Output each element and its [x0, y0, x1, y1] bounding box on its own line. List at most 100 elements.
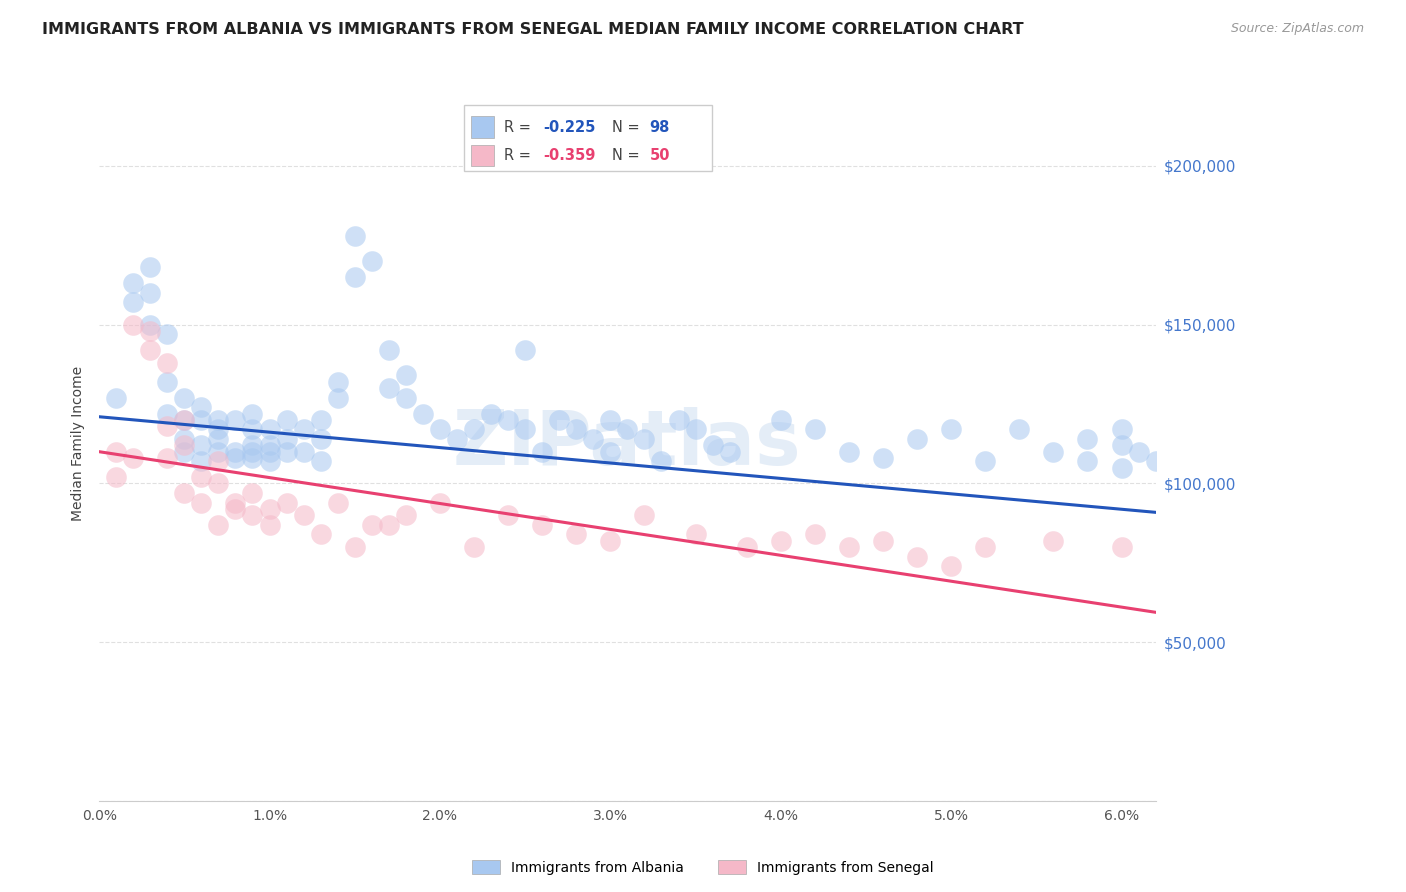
Point [616, 422, 638, 436]
Point [1111, 422, 1133, 436]
Point [242, 508, 264, 523]
Point [735, 540, 758, 554]
FancyBboxPatch shape [464, 105, 711, 170]
Point [1230, 476, 1253, 491]
Point [259, 422, 281, 436]
Point [1008, 422, 1031, 436]
Point [276, 495, 298, 509]
Point [548, 413, 571, 427]
Point [326, 375, 349, 389]
Point [1042, 444, 1064, 458]
Point [804, 422, 827, 436]
Point [242, 422, 264, 436]
Point [156, 451, 179, 466]
Point [1161, 464, 1184, 478]
Point [1247, 464, 1270, 478]
Point [395, 368, 418, 383]
Point [207, 517, 229, 532]
Text: ZIPatlas: ZIPatlas [453, 407, 801, 481]
Point [360, 254, 382, 268]
Point [207, 413, 229, 427]
Point [190, 413, 212, 427]
Point [259, 438, 281, 452]
Point [105, 391, 128, 405]
Point [838, 540, 860, 554]
Point [173, 391, 195, 405]
Point [1178, 454, 1201, 468]
Point [1195, 454, 1218, 468]
Legend: Immigrants from Albania, Immigrants from Senegal: Immigrants from Albania, Immigrants from… [467, 855, 939, 880]
Point [463, 540, 485, 554]
Point [1076, 454, 1098, 468]
Point [565, 527, 588, 541]
Point [242, 438, 264, 452]
Point [156, 375, 179, 389]
FancyBboxPatch shape [471, 116, 495, 138]
Point [122, 295, 145, 310]
Point [105, 444, 128, 458]
Y-axis label: Median Family Income: Median Family Income [72, 367, 86, 521]
Point [1212, 464, 1234, 478]
Text: R =: R = [503, 148, 536, 163]
Point [939, 422, 962, 436]
Point [326, 495, 349, 509]
Point [974, 540, 997, 554]
FancyBboxPatch shape [471, 145, 495, 167]
Point [276, 413, 298, 427]
Point [292, 444, 315, 458]
Point [905, 432, 928, 446]
Point [1111, 438, 1133, 452]
Point [343, 540, 366, 554]
Point [190, 454, 212, 468]
Point [224, 501, 246, 516]
Text: 50: 50 [650, 148, 671, 163]
Point [531, 444, 554, 458]
Text: R =: R = [503, 120, 536, 135]
Point [378, 343, 401, 357]
Point [105, 470, 128, 484]
Point [309, 432, 332, 446]
Point [412, 407, 434, 421]
Point [173, 486, 195, 500]
Point [156, 407, 179, 421]
Point [309, 527, 332, 541]
Point [224, 444, 246, 458]
Point [242, 444, 264, 458]
Point [513, 343, 536, 357]
Point [156, 419, 179, 434]
Point [429, 495, 451, 509]
Point [718, 444, 741, 458]
Point [1195, 444, 1218, 458]
Point [173, 413, 195, 427]
Point [872, 533, 894, 548]
Point [1111, 540, 1133, 554]
Point [190, 438, 212, 452]
Point [207, 444, 229, 458]
Point [395, 391, 418, 405]
Point [309, 454, 332, 468]
Point [259, 444, 281, 458]
Point [463, 422, 485, 436]
Point [974, 454, 997, 468]
Point [685, 527, 707, 541]
Point [224, 495, 246, 509]
Point [242, 486, 264, 500]
Point [1178, 422, 1201, 436]
Point [156, 327, 179, 342]
Point [702, 438, 724, 452]
Point [582, 432, 605, 446]
Point [599, 444, 621, 458]
Point [173, 444, 195, 458]
Point [207, 432, 229, 446]
Point [531, 517, 554, 532]
Point [599, 413, 621, 427]
Point [1128, 444, 1150, 458]
Point [429, 422, 451, 436]
Point [276, 432, 298, 446]
Point [207, 454, 229, 468]
Point [292, 422, 315, 436]
Point [513, 422, 536, 436]
Text: -0.225: -0.225 [543, 120, 595, 135]
Point [685, 422, 707, 436]
Point [1212, 454, 1234, 468]
